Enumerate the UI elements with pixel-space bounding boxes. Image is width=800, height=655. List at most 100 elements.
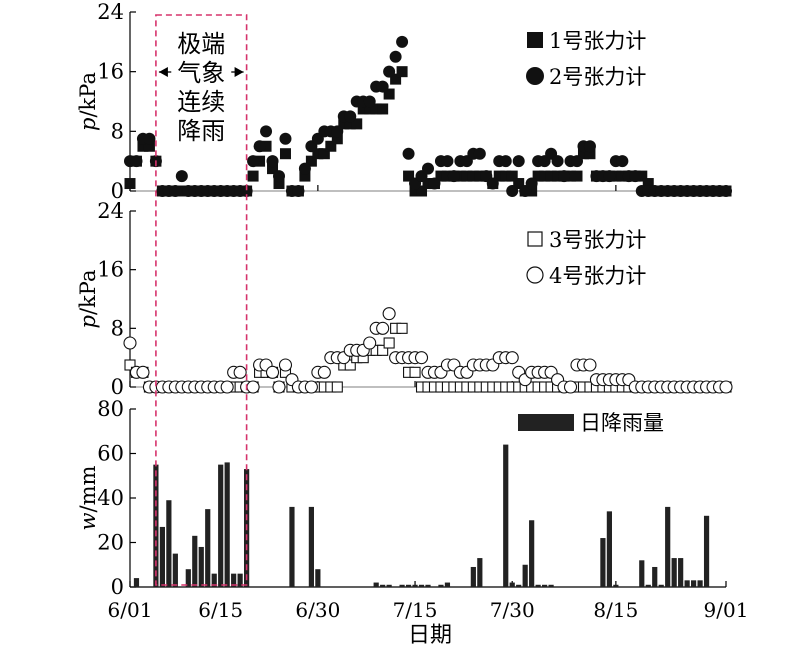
bar (606, 511, 612, 587)
marker-circle (551, 155, 564, 168)
marker-circle (344, 110, 357, 123)
marker-square (325, 140, 337, 152)
marker-square (318, 148, 330, 160)
marker-circle-open (233, 365, 247, 379)
legend-swatch (518, 414, 574, 431)
annotation-text: 连续 (177, 88, 225, 116)
marker-square (454, 170, 466, 182)
x-tick-label: 8/15 (593, 598, 638, 622)
x-tick-label: 7/30 (490, 598, 535, 622)
marker-circle (603, 170, 616, 183)
panel-middle: 0 8 16 24 p/kPa 3号张力计 4号张力计 (76, 199, 733, 399)
marker-square (176, 185, 188, 197)
marker-circle (558, 170, 571, 183)
marker-circle-open (414, 351, 429, 365)
legend-marker (527, 32, 543, 48)
marker-square (642, 178, 654, 190)
y-tick-label: 24 (97, 0, 124, 24)
marker-square (396, 66, 408, 78)
y-axis-label: p/kPa (76, 270, 100, 329)
bar (418, 584, 425, 587)
marker-square (513, 178, 525, 190)
marker-square (124, 178, 136, 190)
y-tick-label: 60 (97, 442, 124, 466)
bar (542, 584, 548, 587)
y-tick-label: 16 (97, 258, 124, 282)
marker-circle (247, 155, 260, 168)
bar (231, 573, 237, 587)
bar (477, 558, 483, 587)
marker-circle-open (505, 351, 519, 365)
bar (703, 515, 710, 587)
annotation-rect (155, 14, 248, 586)
bar (205, 509, 211, 587)
marker-square (299, 170, 311, 182)
marker-square (312, 148, 324, 160)
marker-square (357, 103, 369, 115)
marker-circle (175, 170, 188, 183)
x-tick-label: 6/01 (108, 598, 153, 622)
marker-square (370, 103, 382, 115)
bar (522, 564, 528, 587)
marker-square-open (377, 344, 389, 356)
marker-square (441, 170, 453, 182)
y-axis-label: p/kPa (76, 72, 100, 131)
marker-square (506, 170, 518, 182)
marker-square (577, 148, 589, 160)
bar (645, 584, 651, 587)
marker-circle (298, 162, 311, 175)
bar (678, 558, 684, 587)
marker-circle (428, 177, 441, 190)
bar (380, 584, 386, 587)
marker-circle-open (272, 380, 286, 394)
marker-circle (512, 155, 525, 168)
panel-lower: 0 20 40 60 80 6/01 6/15 6/30 7/15 7/30 8/15 9/01 w/m… (76, 397, 748, 622)
marker-square (552, 170, 564, 182)
marker-circle (571, 155, 583, 168)
y-tick-label: 24 (97, 199, 124, 223)
marker-square (526, 185, 538, 197)
y-tick-label: 20 (97, 531, 124, 555)
annotation-text: 气象 (177, 59, 225, 87)
x-tick-label: 9/01 (704, 598, 749, 622)
marker-circle (279, 132, 292, 145)
marker-square-open (124, 359, 136, 371)
bar (548, 584, 554, 587)
legend-label: 2号张力计 (549, 65, 646, 89)
marker-circle (486, 177, 499, 190)
y-tick-label: 8 (111, 119, 124, 143)
bar (133, 578, 140, 587)
bar (684, 580, 690, 587)
marker-square (254, 155, 266, 167)
marker-square (273, 178, 285, 190)
bar (172, 553, 178, 587)
marker-square (493, 170, 505, 182)
x-tick-label: 6/30 (295, 598, 340, 622)
marker-square (338, 118, 350, 130)
bar (639, 560, 645, 587)
bar (697, 580, 703, 587)
x-tick-label: 7/15 (393, 598, 438, 622)
marker-square-open (331, 381, 343, 393)
marker-square (305, 155, 317, 167)
marker-square (616, 170, 628, 182)
legend-marker (527, 231, 543, 247)
marker-circle (292, 185, 305, 197)
marker-circle-open (719, 380, 733, 394)
marker-square (267, 163, 279, 175)
legend-label: 3号张力计 (549, 228, 646, 252)
legend-label: 日降雨量 (580, 411, 664, 435)
marker-circle (331, 125, 344, 138)
bar (224, 462, 230, 587)
marker-square (545, 170, 557, 182)
bar (529, 520, 535, 587)
bar (444, 582, 451, 587)
legend-marker (526, 266, 544, 284)
marker-circle (273, 170, 285, 183)
y-tick-label: 8 (111, 316, 124, 340)
marker-square (636, 170, 648, 182)
marker-square (351, 118, 363, 130)
marker-circle (169, 185, 182, 197)
panel-upper: 0 8 16 24 p/kPa 1号张力计 2号张力计 (76, 0, 732, 203)
